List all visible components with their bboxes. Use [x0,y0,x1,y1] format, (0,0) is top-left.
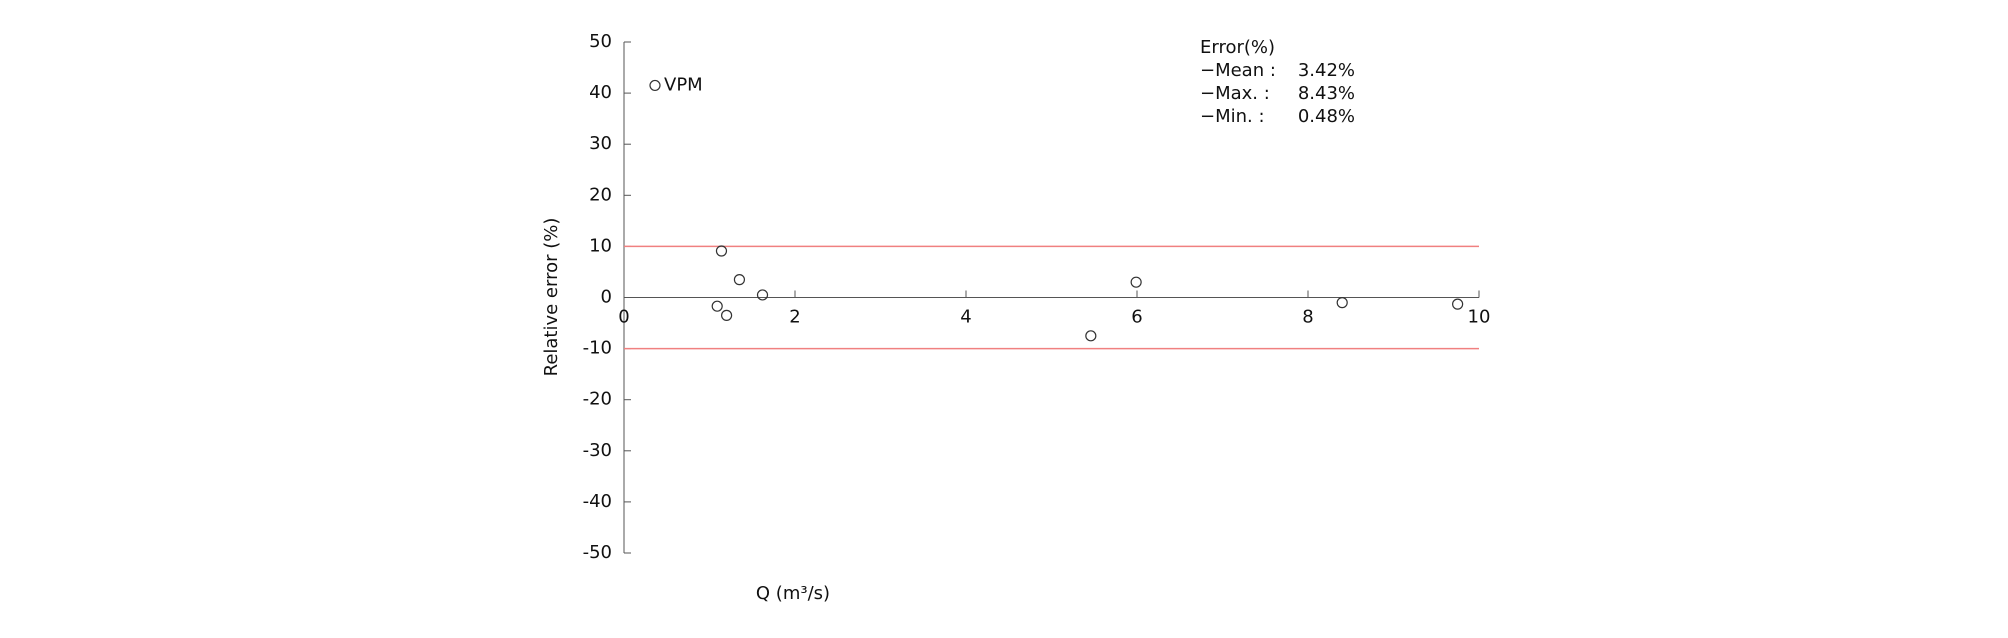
y-axis-label: Relative error (%) [541,218,562,377]
x-axis-label: Q (m³/s) [756,583,830,604]
legend-marker [649,79,661,92]
x-tick-label: 4 [960,307,971,328]
point [1336,297,1348,309]
annotation-label: −Max. : [1200,83,1270,104]
y-tick-label: -10 [583,338,612,359]
annotation-value: 8.43% [1298,83,1355,104]
y-tick-label: 0 [601,287,612,308]
y-tick-label: 30 [589,133,612,154]
point [715,245,728,257]
y-tick-label: -20 [583,389,612,410]
annotation-label: −Min. : [1200,106,1265,127]
point [711,300,723,312]
y-tick-label: 20 [589,184,612,205]
point [756,289,769,301]
annotation-label: −Mean : [1200,60,1276,81]
point [720,309,733,321]
y-tick-label: -50 [583,542,612,563]
point [733,274,746,286]
point [1452,298,1464,310]
x-tick-label: 2 [789,307,800,328]
y-tick-label: 10 [589,235,612,256]
x-tick-label: 6 [1131,307,1142,328]
point [1130,276,1142,288]
y-tick-label: -40 [583,491,612,512]
annotation-value: 3.42% [1298,60,1355,81]
x-tick-label: 0 [618,307,629,328]
y-tick-label: -30 [583,440,612,461]
legend-label: VPM [664,74,703,95]
x-tick-label: 8 [1302,307,1313,328]
annotation-title: Error(%) [1200,37,1275,58]
x-tick-label: 10 [1468,307,1491,328]
y-tick-label: 50 [589,31,612,52]
y-tick-label: 40 [589,82,612,103]
point [1085,330,1097,342]
annotation-value: 0.48% [1298,106,1355,127]
